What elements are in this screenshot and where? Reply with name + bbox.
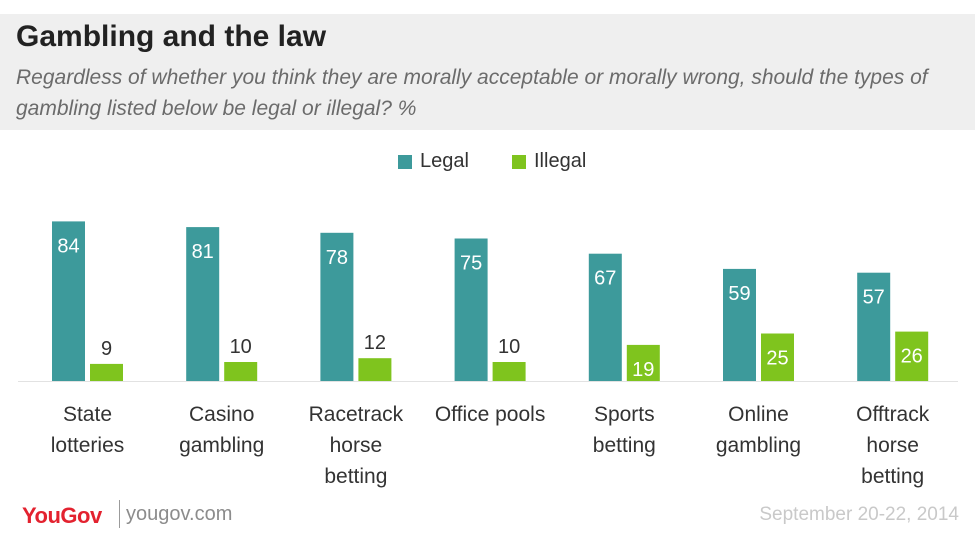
legend-label-legal: Legal (420, 150, 469, 172)
data-label-illegal: 12 (364, 332, 386, 354)
category-label: Casino gambling (152, 399, 292, 461)
bar-legal (588, 253, 622, 381)
bar-illegal (895, 331, 929, 381)
bar-legal (320, 232, 354, 381)
category-label-line: betting (592, 434, 656, 457)
category-label: Racetrack horse betting (286, 399, 426, 492)
category-label-line: Casino (189, 403, 255, 426)
category-label-line: Offtrack (856, 403, 930, 426)
bar-legal (52, 221, 85, 381)
data-label-legal: 78 (326, 247, 348, 269)
chart-title: Gambling and the law (16, 20, 327, 53)
category-label-line: Sports (593, 403, 655, 426)
category-label: Office pools (420, 399, 560, 430)
category-label-line: Racetrack (308, 403, 404, 426)
bar-illegal (492, 362, 526, 381)
data-label-illegal: 25 (766, 348, 788, 370)
data-label-legal: 59 (728, 283, 750, 305)
data-label-illegal: 10 (230, 336, 252, 358)
header-band (0, 14, 975, 130)
bar-legal (723, 268, 756, 381)
bar-illegal (224, 362, 258, 381)
data-label-illegal: 26 (901, 346, 923, 368)
data-label-legal: 81 (192, 241, 214, 263)
legend-swatch-illegal (512, 154, 526, 169)
footer-date: September 20-22, 2014 (759, 504, 959, 525)
data-label-legal: 75 (460, 253, 482, 275)
chart-legend: Legal Illegal (0, 150, 975, 178)
data-label-illegal: 19 (632, 359, 654, 381)
footer-url: yougov.com (126, 503, 233, 525)
legend-label-illegal: Illegal (534, 150, 587, 172)
data-label-legal: 67 (594, 268, 616, 290)
bar-illegal (626, 344, 660, 381)
category-label: State lotteries (18, 399, 158, 461)
category-label-line: lotteries (50, 434, 125, 457)
legend-item-legal: Legal (398, 150, 469, 173)
bar-legal (186, 227, 220, 381)
bar-legal (857, 272, 891, 381)
bar-illegal (90, 363, 123, 381)
legend-swatch-legal (398, 154, 412, 169)
bar-legal (454, 238, 488, 381)
yougov-logo: YouGov (22, 503, 102, 528)
bar-illegal (761, 333, 794, 381)
category-label: Sports betting (554, 399, 694, 461)
category-label: Offtrack horse betting (823, 399, 963, 492)
category-label-line: gambling (715, 434, 802, 457)
footer-divider (119, 500, 120, 528)
category-label-line: Online (728, 403, 789, 426)
category-label-line: horse (866, 434, 919, 457)
bar-illegal (358, 358, 392, 381)
category-label-line: gambling (179, 434, 265, 457)
legend-item-illegal: Illegal (512, 150, 586, 173)
data-label-illegal: 10 (498, 336, 520, 358)
category-label-line: State (62, 403, 113, 426)
data-label-legal: 57 (863, 287, 885, 309)
data-label-illegal: 9 (101, 338, 112, 360)
category-label-line: betting (324, 465, 388, 488)
category-label: Online gambling (689, 399, 829, 461)
category-label-line: betting (861, 465, 925, 488)
data-label-legal: 84 (57, 235, 79, 257)
category-label-line: horse (329, 434, 383, 457)
chart-subtitle: Regardless of whether you think they are… (16, 66, 928, 120)
category-label-line: Office pools (434, 403, 546, 426)
